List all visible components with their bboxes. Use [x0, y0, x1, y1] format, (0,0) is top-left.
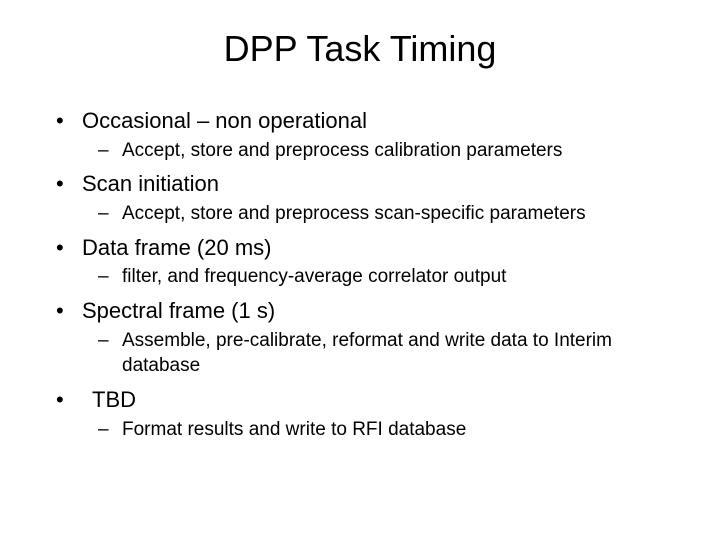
list-subitem: – Format results and write to RFI databa… [54, 417, 684, 443]
list-item: • TBD [54, 385, 684, 415]
dash-icon: – [98, 138, 122, 164]
dash-icon: – [98, 417, 122, 443]
list-item: • Spectral frame (1 s) [54, 296, 684, 326]
list-item-label: Occasional – non operational [82, 106, 684, 136]
list-item: • Occasional – non operational [54, 106, 684, 136]
slide: DPP Task Timing • Occasional – non opera… [0, 0, 720, 540]
slide-content: • Occasional – non operational – Accept,… [36, 106, 684, 442]
list-subitem: – Accept, store and preprocess calibrati… [54, 138, 684, 164]
list-subitem-label: Accept, store and preprocess calibration… [122, 138, 684, 164]
list-subitem-label: Format results and write to RFI database [122, 417, 684, 443]
list-subitem-label: Accept, store and preprocess scan-specif… [122, 201, 684, 227]
list-subitem: – Assemble, pre-calibrate, reformat and … [54, 328, 684, 379]
list-subitem-label: filter, and frequency-average correlator… [122, 264, 684, 290]
list-subitem: – Accept, store and preprocess scan-spec… [54, 201, 684, 227]
bullet-icon: • [54, 296, 82, 326]
list-item-label: Data frame (20 ms) [82, 233, 684, 263]
list-item-label: Spectral frame (1 s) [82, 296, 684, 326]
list-subitem-label: Assemble, pre-calibrate, reformat and wr… [122, 328, 684, 379]
bullet-icon: • [54, 106, 82, 136]
dash-icon: – [98, 201, 122, 227]
slide-title: DPP Task Timing [36, 28, 684, 70]
bullet-icon: • [54, 385, 82, 415]
list-item-label: Scan initiation [82, 169, 684, 199]
list-item-label: TBD [82, 385, 684, 415]
list-item: • Data frame (20 ms) [54, 233, 684, 263]
bullet-icon: • [54, 233, 82, 263]
list-item: • Scan initiation [54, 169, 684, 199]
bullet-icon: • [54, 169, 82, 199]
dash-icon: – [98, 264, 122, 290]
dash-icon: – [98, 328, 122, 379]
list-subitem: – filter, and frequency-average correlat… [54, 264, 684, 290]
